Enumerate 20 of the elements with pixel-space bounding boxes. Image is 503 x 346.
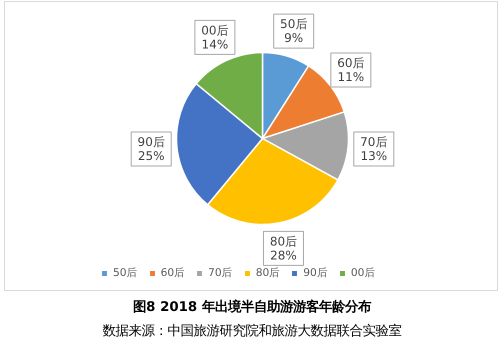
legend-label: 80后 [256, 266, 280, 280]
legend-label: 00后 [350, 266, 376, 280]
slice-label: 60后 [337, 56, 364, 70]
data-label: 25% [138, 149, 165, 164]
data-label: 28% [270, 248, 297, 262]
text: 图8 2018 年出境半自助游游客年龄分布 [133, 299, 371, 315]
slice-label: 00后 [201, 23, 229, 38]
legend-label: 90后 [303, 266, 328, 280]
legend-label: 60后 [160, 266, 186, 280]
data-label: 9% [284, 31, 304, 46]
data-label: 14% [202, 37, 228, 52]
source-note: 数据来源：中国旅游研究院和旅游大数据联合实验室 [102, 323, 402, 339]
slice-label: 80后 [270, 234, 298, 248]
data-label: 13% [360, 149, 388, 164]
slice-label: 70后 [360, 135, 388, 150]
slice-label: 90后 [138, 135, 165, 150]
data-label: 11% [338, 70, 364, 84]
legend-label: 50后 [113, 266, 138, 280]
slice-label: 50后 [280, 17, 308, 32]
legend-label: 70后 [208, 266, 233, 280]
